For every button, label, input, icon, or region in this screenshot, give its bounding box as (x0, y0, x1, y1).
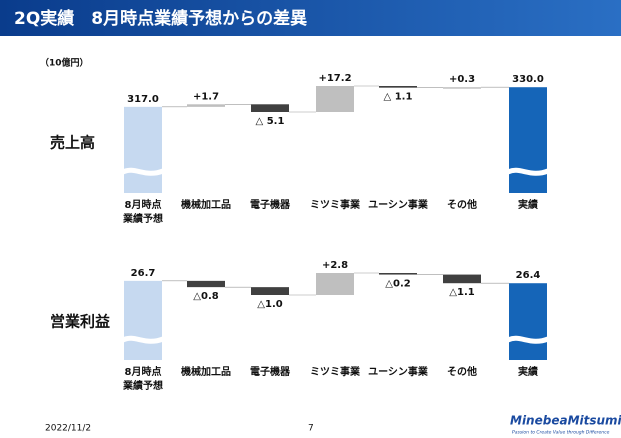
value-label: △1.0 (257, 299, 282, 310)
page-number: 7 (308, 424, 314, 434)
category-label: その他 (447, 200, 477, 211)
unit-label: （10億円） (40, 57, 89, 69)
category-label: ミツミ事業 (310, 367, 360, 378)
category-label: 実績 (518, 367, 538, 378)
bar (251, 104, 289, 112)
row-label: 営業利益 (50, 313, 110, 331)
category-label: 機械加工品 (181, 367, 231, 378)
bar (187, 104, 225, 107)
page-title: 2Q実績 8月時点業績予想からの差異 (14, 8, 307, 29)
axis-break (506, 335, 549, 344)
axis-break (121, 335, 164, 344)
value-label: △0.8 (193, 291, 218, 302)
logo-tagline: Passion to Create Value through Differen… (512, 430, 610, 436)
bar (379, 86, 417, 88)
bar (251, 287, 289, 295)
value-label: △ 1.1 (384, 92, 413, 103)
value-label: △ 5.1 (256, 116, 285, 127)
category-label: ユーシン事業 (368, 367, 428, 378)
footer-date: 2022/11/2 (45, 424, 91, 434)
category-label: 機械加工品 (181, 200, 231, 211)
bar (124, 280, 162, 360)
axis-break (506, 167, 549, 176)
value-label: +2.8 (322, 260, 348, 271)
axis-break (121, 167, 164, 176)
value-label: 26.4 (516, 270, 541, 281)
category-label: その他 (447, 367, 477, 378)
header-band (0, 0, 621, 36)
bar (316, 273, 354, 295)
value-label: △1.1 (449, 287, 474, 298)
value-label: △0.2 (385, 279, 410, 290)
bar (443, 274, 481, 284)
bar (379, 273, 417, 275)
value-label: +0.3 (449, 74, 475, 85)
category-label: 電子機器 (250, 367, 290, 378)
value-label: 26.7 (131, 268, 156, 279)
value-label: 317.0 (127, 94, 159, 105)
category-label: ミツミ事業 (310, 200, 360, 211)
category-label: ユーシン事業 (368, 200, 428, 211)
category-label: 8月時点 業績予想 (123, 200, 163, 225)
value-label: 330.0 (512, 74, 544, 85)
bar (124, 106, 162, 193)
category-label: 8月時点 業績予想 (123, 367, 163, 392)
value-label: +1.7 (193, 91, 219, 102)
category-label: 実績 (518, 200, 538, 211)
bar (316, 86, 354, 112)
bar (443, 87, 481, 89)
bar (187, 280, 225, 288)
logo: MinebeaMitsumi (510, 414, 621, 428)
category-label: 電子機器 (250, 200, 290, 211)
bar (509, 283, 547, 360)
row-label: 売上高 (50, 134, 95, 152)
bar (509, 87, 547, 193)
value-label: +17.2 (318, 73, 351, 84)
